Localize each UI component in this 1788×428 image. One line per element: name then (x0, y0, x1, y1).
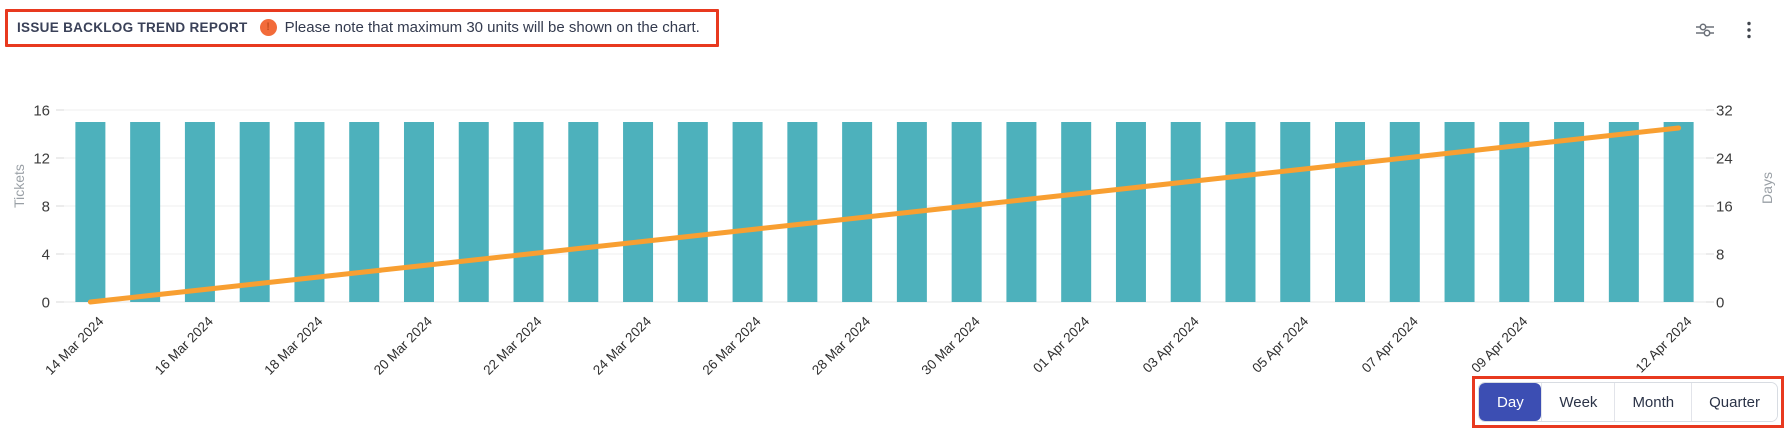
x-axis-date-label: 26 Mar 2024 (699, 313, 764, 378)
right-axis-tick-label: 0 (1716, 295, 1724, 312)
left-axis-tick-label: 4 (42, 247, 50, 264)
backlog-bar[interactable] (1499, 122, 1530, 302)
backlog-bar[interactable] (1280, 122, 1311, 302)
backlog-bar[interactable] (1170, 122, 1201, 302)
x-axis-date-label: 14 Mar 2024 (42, 313, 107, 378)
kebab-menu-icon[interactable] (1736, 17, 1762, 43)
trend-line[interactable] (87, 125, 1682, 305)
x-axis-date-label: 28 Mar 2024 (809, 313, 874, 378)
report-title: ISSUE BACKLOG TREND REPORT (17, 20, 248, 35)
backlog-bar[interactable] (623, 122, 654, 302)
backlog-bar[interactable] (677, 122, 708, 302)
backlog-bar[interactable] (130, 122, 161, 302)
backlog-bar[interactable] (458, 122, 489, 302)
backlog-bar[interactable] (184, 122, 215, 302)
backlog-bar[interactable] (75, 122, 106, 302)
backlog-bar[interactable] (403, 122, 434, 302)
sliders-filter-icon[interactable] (1692, 17, 1718, 43)
report-note-text: Please note that maximum 30 units will b… (284, 19, 700, 36)
x-axis-date-label: 07 Apr 2024 (1359, 313, 1421, 375)
x-axis-date-label: 22 Mar 2024 (480, 313, 545, 378)
backlog-bar[interactable] (568, 122, 599, 302)
backlog-bar[interactable] (1335, 122, 1366, 302)
backlog-bar[interactable] (1554, 122, 1585, 302)
backlog-bar[interactable] (1663, 122, 1694, 302)
left-axis-name: Tickets (11, 164, 27, 208)
x-axis-date-label: 24 Mar 2024 (590, 313, 655, 378)
backlog-bar[interactable] (732, 122, 763, 302)
right-axis-tick-label: 32 (1716, 103, 1733, 120)
annotation-box-time-toggle: Day Week Month Quarter (1472, 376, 1784, 428)
right-axis-tick-label: 8 (1716, 247, 1724, 264)
backlog-bar[interactable] (1115, 122, 1146, 302)
x-axis-date-label: 30 Mar 2024 (919, 313, 984, 378)
x-axis-date-label: 16 Mar 2024 (152, 313, 217, 378)
backlog-bar[interactable] (1061, 122, 1092, 302)
backlog-bar[interactable] (787, 122, 818, 302)
right-axis-tick-label: 16 (1716, 199, 1733, 216)
x-axis-date-label: 01 Apr 2024 (1030, 313, 1092, 375)
time-toggle-week-button[interactable]: Week (1541, 383, 1615, 421)
x-axis-date-label: 05 Apr 2024 (1249, 313, 1311, 375)
right-axis-name: Days (1759, 172, 1775, 204)
backlog-bar[interactable] (513, 122, 544, 302)
time-toggle-month-button[interactable]: Month (1614, 383, 1692, 421)
backlog-bar[interactable] (951, 122, 982, 302)
chart-toolbar (1692, 17, 1762, 43)
backlog-bar[interactable] (842, 122, 873, 302)
right-axis-tick-label: 24 (1716, 151, 1733, 168)
x-axis-date-label: 20 Mar 2024 (371, 313, 436, 378)
x-axis-date-label: 18 Mar 2024 (261, 313, 326, 378)
left-axis-tick-label: 8 (42, 199, 50, 216)
backlog-bar[interactable] (1608, 122, 1639, 302)
backlog-bar[interactable] (239, 122, 270, 302)
annotation-box-header: ISSUE BACKLOG TREND REPORT Please note t… (5, 9, 719, 47)
x-axis-date-label: 12 Apr 2024 (1633, 313, 1695, 375)
left-axis-tick-label: 0 (42, 295, 50, 312)
backlog-bar[interactable] (294, 122, 325, 302)
time-toggle-quarter-button[interactable]: Quarter (1691, 383, 1777, 421)
backlog-bar[interactable] (1389, 122, 1420, 302)
time-granularity-toggle: Day Week Month Quarter (1478, 382, 1778, 422)
backlog-bar[interactable] (1006, 122, 1037, 302)
left-axis-tick-label: 12 (33, 151, 50, 168)
backlog-bar[interactable] (1225, 122, 1256, 302)
left-axis-tick-label: 16 (33, 103, 50, 120)
x-axis-date-label: 09 Apr 2024 (1468, 313, 1530, 375)
x-axis-date-label: 03 Apr 2024 (1140, 313, 1202, 375)
report-note: Please note that maximum 30 units will b… (259, 19, 700, 36)
alert-circle-icon (259, 19, 277, 36)
time-toggle-day-button[interactable]: Day (1479, 383, 1542, 421)
